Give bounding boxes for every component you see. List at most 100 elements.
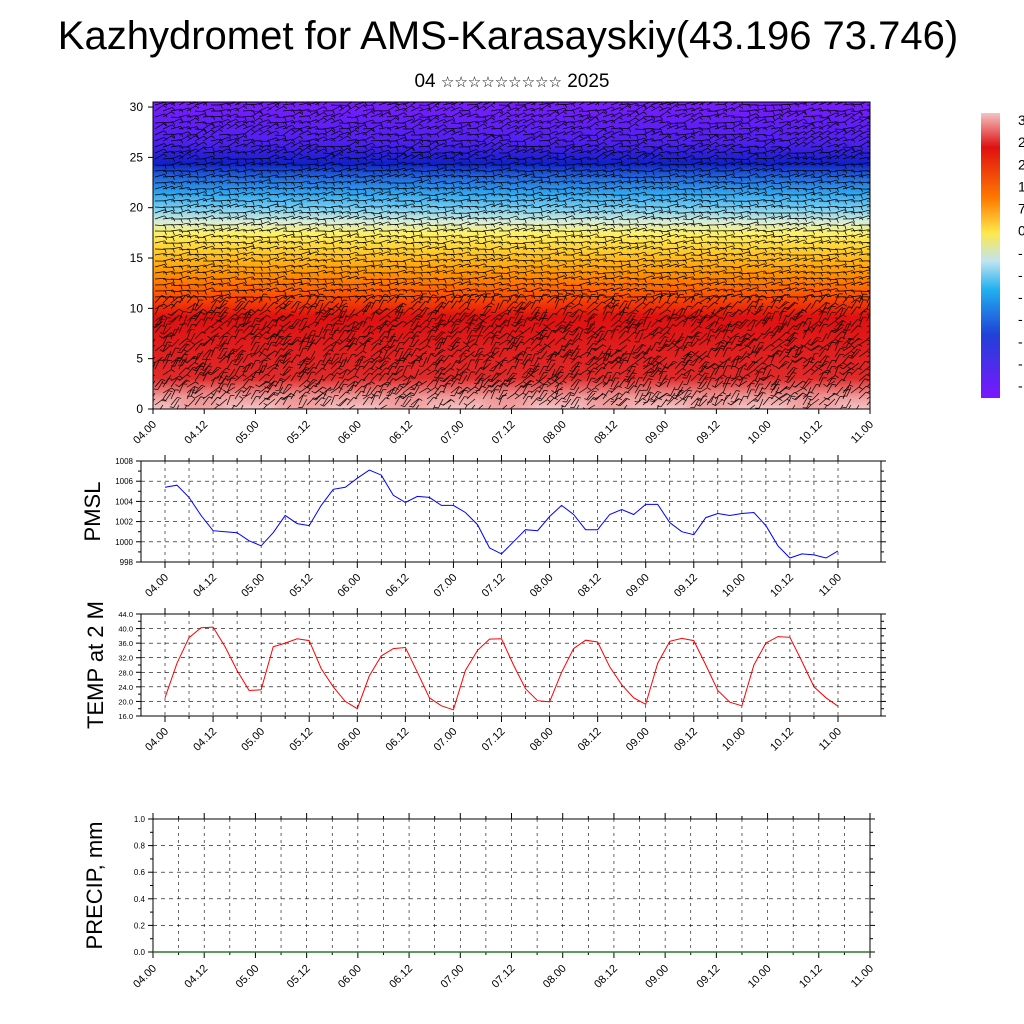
wind-barb [490,135,500,142]
wind-barb [578,199,589,202]
wind-barb [746,245,757,250]
wind-barb-flag [732,217,736,221]
wind-barb-flag [388,169,392,174]
wind-barb [154,130,165,136]
wind-barb [578,235,589,238]
wind-barb [346,212,358,214]
wind-barb-flag [508,255,511,260]
wind-barb-flag [236,224,239,229]
wind-barb [546,162,557,166]
wind-barb [434,242,445,245]
wind-barb-flag [724,176,727,181]
wind-barb-flag [668,239,672,243]
wind-barb-flag [532,189,535,194]
wind-barb [754,234,765,238]
wind-barb-flag [588,102,592,104]
wind-barb [666,163,677,166]
wind-barb-flag [716,167,720,171]
wind-barb [514,173,525,178]
wind-barb [266,193,277,196]
wind-barb-flag [708,157,712,162]
wind-barb-flag [531,118,536,122]
wind-barb [666,247,677,250]
wind-barb-flag [428,108,432,112]
wind-barb-flag [428,179,432,183]
wind-barb [586,102,597,106]
wind-barb [466,153,476,160]
wind-barb [690,215,701,220]
wind-barb [778,253,789,256]
wind-barb-flag [724,217,728,221]
wind-barb [802,242,814,244]
wind-barb [802,198,813,202]
wind-barb [538,169,549,172]
wind-barb [754,180,765,184]
wind-barb-flag [260,173,264,177]
wind-barb [458,236,470,238]
wind-barb [762,240,773,244]
wind-barb [306,222,317,226]
wind-barb [466,113,477,118]
wind-barb-flag [724,236,727,241]
wind-barb-flag [380,215,384,220]
wind-barb-flag [284,164,287,169]
wind-barb-flag [212,204,216,208]
wind-barb [738,128,750,130]
wind-barb-flag [548,197,552,202]
wind-barb [834,182,846,184]
wind-barb [858,124,869,130]
wind-barb [850,181,861,184]
wind-barb [466,239,477,244]
wind-barb [162,175,174,178]
wind-barb-flag [516,195,519,200]
wind-barb-flag [340,215,344,220]
wind-barb-flag [500,128,504,132]
wind-barb-flag [877,224,879,228]
wind-barb-flag [764,126,768,131]
wind-barb [586,144,597,148]
wind-barb-flag [340,260,343,265]
wind-barb [602,193,613,196]
wind-barb [650,246,661,250]
wind-barb [722,173,733,178]
wind-barb [490,134,502,136]
wind-barb [234,135,244,142]
wind-barb [290,153,300,160]
wind-barb [242,229,253,232]
wind-barb-flag [411,105,415,109]
wind-barb [434,102,443,106]
wind-barb-flag [604,169,608,174]
wind-barb-flag [540,177,543,182]
wind-barb [570,102,577,106]
wind-barb [522,247,534,250]
wind-barb [522,254,534,256]
wind-barb [722,162,733,166]
wind-barb-flag [267,130,272,134]
wind-barb-flag [180,224,183,229]
wind-barb [434,124,445,130]
wind-barb [266,123,276,130]
wind-barb-flag [404,167,408,172]
wind-barb [866,206,870,208]
wind-barb [498,193,509,196]
wind-barb-flag [356,215,360,220]
wind-barb [562,167,573,172]
wind-barb-flag [252,158,255,163]
wind-barb-flag [436,195,439,200]
wind-barb-flag [877,172,878,176]
wind-barb [194,180,205,184]
wind-barb [826,130,837,136]
wind-barb [562,197,573,202]
wind-barb-flag [779,129,783,133]
wind-barb [250,123,260,130]
wind-barb [642,198,653,202]
wind-barb [410,230,421,233]
wind-barb [354,168,365,172]
wind-barb [530,185,541,190]
wind-barb [338,156,349,160]
wind-barb [546,173,557,178]
wind-barb-flag [188,131,192,135]
wind-barb [762,141,772,148]
wind-barb [234,247,245,250]
